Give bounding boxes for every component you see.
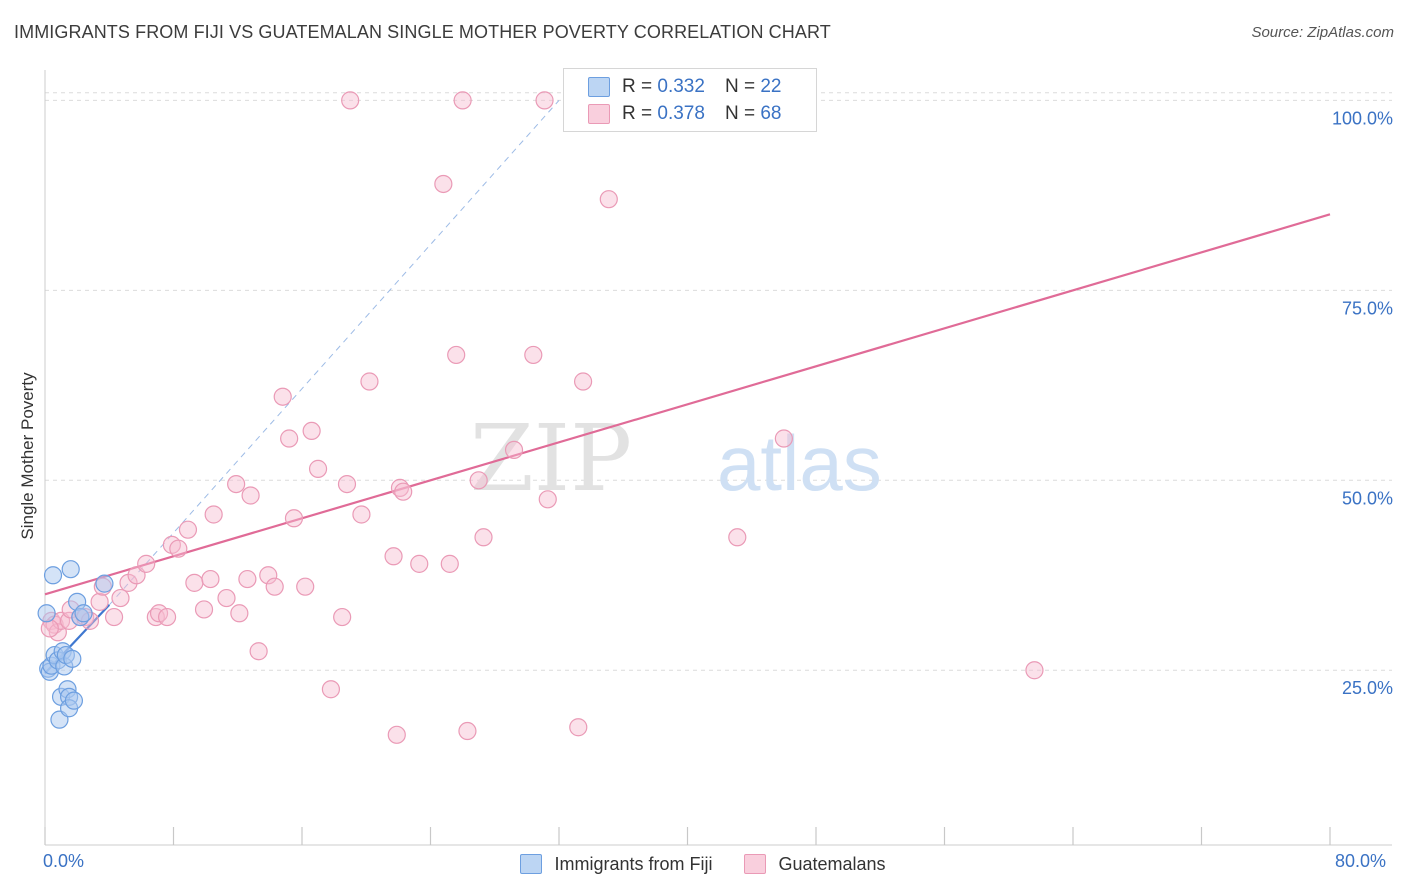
guatemalans-point <box>40 619 59 638</box>
guatemalans-point <box>599 190 618 209</box>
legend-r-value-fiji: 0.332 <box>657 76 705 97</box>
guatemalans-point <box>249 642 268 661</box>
legend-swatch-guatemalans <box>588 104 610 124</box>
fiji-point <box>43 566 63 585</box>
legend-row-guatemalans: R = 0.378 N = 68 <box>588 101 781 127</box>
guatemalans-point <box>337 474 357 494</box>
series-legend: Immigrants from Fiji Guatemalans <box>0 851 1406 877</box>
guatemalans-point <box>360 372 379 391</box>
watermark-zip: ZIP <box>470 405 632 512</box>
guatemalans-point <box>474 528 493 547</box>
guatemalans-point <box>265 577 284 596</box>
legend-r-value-guatemalans: 0.378 <box>657 103 705 124</box>
guatemalans-point <box>538 490 557 509</box>
y-tick-label: 75.0% <box>1342 298 1393 318</box>
x-tick-label-max: 80.0% <box>1335 851 1387 871</box>
guatemalans-point <box>524 345 543 365</box>
legend-r-label: R = <box>622 76 653 97</box>
series-legend-fiji[interactable]: Immigrants from Fiji <box>520 854 712 875</box>
guatemalans-point <box>458 721 477 741</box>
guatemalans-point <box>469 471 488 490</box>
legend-n-label: N = <box>724 103 756 124</box>
legend-r-label: R = <box>622 103 653 124</box>
series-legend-guatemalans[interactable]: Guatemalans <box>744 853 886 875</box>
fiji-point <box>61 560 80 579</box>
legend-swatch-fiji <box>588 77 610 97</box>
guatemalans-point <box>410 554 429 573</box>
fiji-trend-extension <box>108 100 560 606</box>
guatemalans-point <box>447 345 466 365</box>
guatemalans-point <box>333 607 352 627</box>
series-swatch-fiji <box>520 854 543 874</box>
guatemalans-point <box>194 600 214 619</box>
guatemalans-point <box>774 429 793 448</box>
trend-lines <box>44 100 1331 675</box>
fiji-point <box>37 604 56 623</box>
guatemalans-trend-line <box>44 213 1331 596</box>
guatemalans-point <box>1025 661 1044 680</box>
fiji-point <box>74 604 93 623</box>
guatemalans-point <box>387 725 406 744</box>
fiji-points <box>37 560 114 729</box>
watermark: ZIP atlas <box>470 405 882 512</box>
fiji-point <box>64 691 84 710</box>
guatemalans-point <box>169 539 188 558</box>
source-credit: Source: ZipAtlas.com <box>1251 24 1394 41</box>
guatemalans-point <box>284 509 304 528</box>
guatemalans-point <box>352 505 371 524</box>
guatemalans-point <box>302 421 321 441</box>
guatemalans-point <box>157 607 177 627</box>
guatemalans-point <box>394 482 413 501</box>
legend-row-fiji: R = 0.332 N = 22 <box>588 74 781 100</box>
chart-title: IMMIGRANTS FROM FIJI VS GUATEMALAN SINGL… <box>14 22 831 42</box>
guatemalans-point <box>308 459 328 478</box>
watermark-atlas: atlas <box>717 419 882 507</box>
guatemalans-point <box>185 573 204 592</box>
x-tick-label-min: 0.0% <box>43 851 85 871</box>
guatemalans-point <box>178 520 198 539</box>
guatemalans-point <box>453 91 472 110</box>
guatemalans-point <box>273 387 292 406</box>
guatemalans-point <box>296 577 315 596</box>
guatemalans-point <box>204 505 223 524</box>
guatemalans-point <box>434 174 453 194</box>
series-swatch-guatemalans <box>744 854 767 874</box>
y-tick-label: 50.0% <box>1342 488 1393 508</box>
guatemalans-point <box>569 718 588 737</box>
series-label-guatemalans: Guatemalans <box>778 853 886 874</box>
guatemalans-point <box>238 569 257 589</box>
y-tick-label: 100.0% <box>1332 108 1393 128</box>
guatemalans-points <box>40 91 1044 744</box>
guatemalans-point <box>227 474 246 494</box>
guatemalans-point <box>321 680 341 699</box>
guatemalans-point <box>230 604 249 623</box>
fiji-point <box>63 649 82 668</box>
guatemalans-point <box>137 554 156 573</box>
guatemalans-point <box>217 588 236 608</box>
series-label-fiji: Immigrants from Fiji <box>554 853 713 874</box>
guatemalans-point <box>573 372 593 391</box>
guatemalans-point <box>341 91 360 110</box>
guatemalans-point <box>241 486 260 505</box>
correlation-legend: R = 0.332 N = 22 R = 0.378 N = 68 <box>563 68 817 132</box>
y-tick-label: 25.0% <box>1342 678 1393 698</box>
legend-n-value-fiji: 22 <box>760 76 782 97</box>
legend-n-label: N = <box>724 76 756 97</box>
legend-n-value-guatemalans: 68 <box>760 103 782 124</box>
guatemalans-point <box>384 547 403 566</box>
guatemalans-point <box>280 429 299 448</box>
guatemalans-point <box>90 592 109 611</box>
guatemalans-point <box>104 607 124 627</box>
guatemalans-point <box>111 588 130 608</box>
guatemalans-point <box>728 528 747 547</box>
guatemalans-point <box>201 569 220 589</box>
guatemalans-point <box>440 554 459 573</box>
guatemalans-point <box>259 566 278 585</box>
grid-lines: 25.0% 50.0% 75.0% 100.0% <box>45 92 1393 698</box>
guatemalans-point <box>504 440 524 460</box>
fiji-point <box>95 574 114 593</box>
axes <box>44 70 1392 846</box>
guatemalans-point <box>535 91 554 110</box>
